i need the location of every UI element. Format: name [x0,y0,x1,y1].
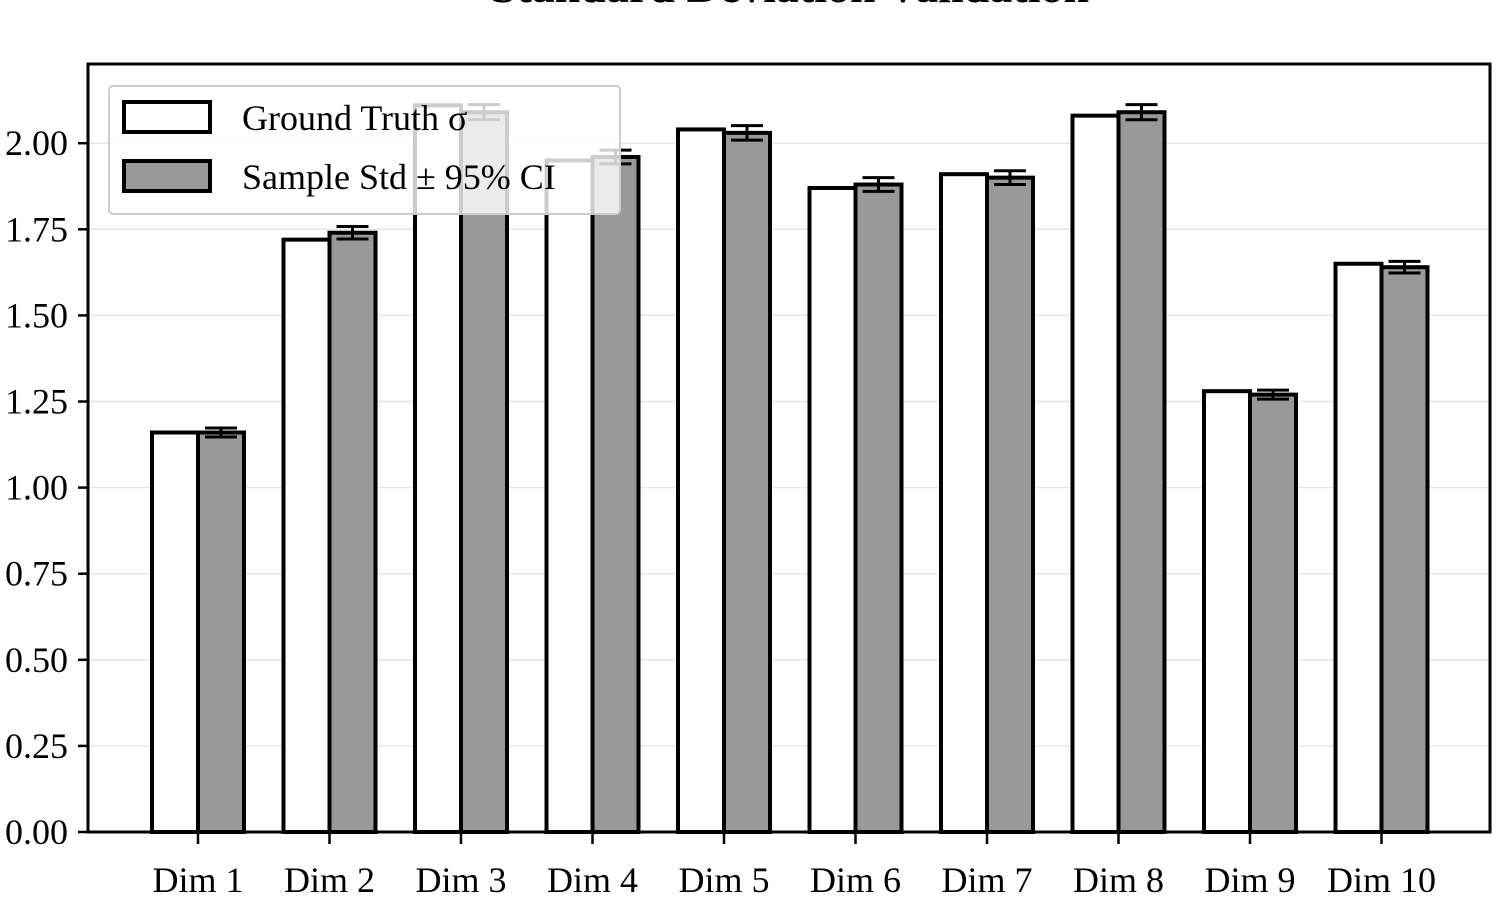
bar-ground-truth [281,237,332,835]
bar-ground-truth [807,185,858,834]
bar-ground-truth [1202,389,1252,834]
x-axis: Dim 1 Dim 2 Dim 3 Dim 4 Dim 5 Dim 6 Dim 7 Dim 8… [152,832,1436,900]
plot-frame [86,62,1492,834]
bar-ground-truth [1070,113,1121,835]
y-tick-label: 0.00 [5,812,68,852]
y-tick-label: 1.00 [5,468,68,508]
bar-sample-std [853,182,904,834]
bar-ground-truth [939,172,989,834]
bar-sample-std [1379,265,1430,834]
legend-label-sample-std: Sample Std ± 95% CI [242,157,556,197]
bar-sample-std [1116,110,1167,834]
bar-sample-std [1248,392,1298,834]
bar-sample-std [196,430,246,834]
legend-label-ground-truth: Ground Truth σ [242,98,467,138]
x-tick-label: Dim 5 [678,860,769,900]
legend: Ground Truth σ Sample Std ± 95% CI [108,85,621,215]
bar-ground-truth [544,158,595,835]
bar-sample-std [459,110,509,834]
y-tick-label: 0.50 [5,640,68,680]
bar-sample-std [327,230,378,834]
bar-ground-truth [150,430,200,834]
x-tick-label: Dim 2 [284,860,375,900]
x-tick-label: Dim 10 [1327,860,1436,900]
legend-swatch-ground-truth [122,100,212,134]
y-axis: 0.00 0.25 0.50 0.75 1.00 1.25 1.50 1.75 2.00 [5,123,88,852]
y-tick-label: 1.25 [5,382,68,422]
bar-ground-truth [1333,261,1384,834]
x-tick-label: Dim 7 [941,860,1032,900]
legend-box [108,85,621,215]
x-tick-label: Dim 6 [810,860,901,900]
x-tick-label: Dim 9 [1204,860,1295,900]
x-tick-label: Dim 8 [1073,860,1164,900]
chart-title: Standard Deviation Validation [491,0,1089,12]
bar-sample-std [985,175,1035,835]
x-tick-label: Dim 1 [152,860,243,900]
x-tick-label: Dim 4 [547,860,638,900]
y-tick-label: 0.75 [5,554,68,594]
bar-sample-std [590,154,641,834]
x-tick-label: Dim 3 [415,860,506,900]
legend-swatch-sample-std [122,159,212,193]
y-tick-label: 2.00 [5,123,68,163]
y-tick-label: 1.50 [5,295,68,335]
bar-sample-std [722,130,772,835]
y-tick-label: 1.75 [5,209,68,249]
bars [150,103,1430,835]
bar-ground-truth [676,127,726,834]
y-tick-label: 0.25 [5,726,68,766]
